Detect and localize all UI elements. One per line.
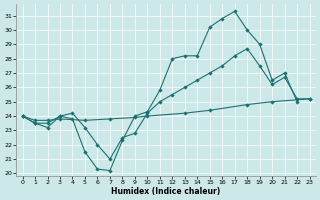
X-axis label: Humidex (Indice chaleur): Humidex (Indice chaleur) — [111, 187, 221, 196]
